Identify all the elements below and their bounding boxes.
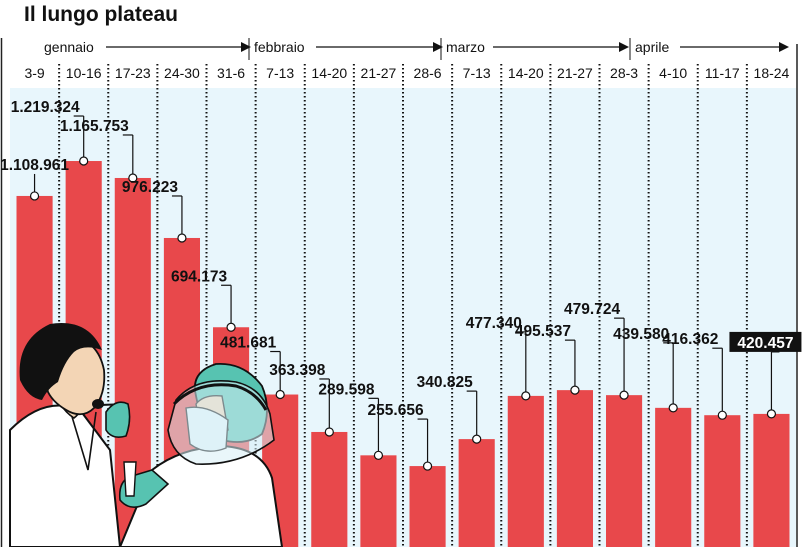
worker-glove-upper — [105, 401, 131, 438]
value-label: 420.457 — [737, 335, 793, 352]
leader-lines — [29, 115, 780, 471]
value-label: 495.537 — [515, 323, 571, 340]
value-label: 416.362 — [662, 331, 718, 348]
swab-test-illustration — [9, 323, 284, 547]
bar — [704, 415, 741, 547]
month-header: gennaio febbraio marzo aprile — [44, 38, 789, 60]
x-tick-label: 31-6 — [217, 65, 245, 81]
month-label-aprile: aprile — [635, 39, 669, 55]
bar — [409, 466, 446, 547]
value-labels: 1.108.961 1.219.324 1.165.753 976.223 694.17… — [0, 99, 802, 419]
patient-illustration — [9, 323, 129, 547]
value-label: 1.219.324 — [11, 99, 80, 116]
value-label: 340.825 — [417, 374, 473, 391]
data-point-marker — [128, 173, 138, 183]
bar — [507, 395, 544, 547]
value-label: 694.173 — [171, 268, 227, 285]
value-label: 1.108.961 — [0, 157, 69, 174]
value-label: 255.656 — [368, 402, 424, 419]
value-label: 481.681 — [220, 335, 276, 352]
bar — [360, 455, 397, 547]
data-point-marker — [275, 389, 285, 400]
x-tick-label: 7-13 — [463, 65, 491, 81]
value-label: 976.223 — [122, 179, 178, 196]
value-label: 439.580 — [613, 326, 669, 343]
data-point-marker — [717, 410, 727, 420]
patient-open-mouth — [92, 399, 104, 409]
value-label: 363.398 — [269, 362, 325, 379]
data-point-marker — [226, 322, 236, 332]
data-point-marker — [570, 385, 580, 395]
x-tick-label: 14-20 — [311, 65, 347, 81]
month-label-gennaio: gennaio — [44, 39, 94, 55]
data-point-marker — [373, 450, 384, 460]
face-shield-band — [172, 383, 268, 411]
arrow-right-icon — [433, 42, 443, 52]
data-point-marker — [521, 391, 531, 401]
bar — [655, 407, 692, 547]
x-tick-label: 28-3 — [610, 65, 638, 81]
data-point-marker — [177, 233, 187, 243]
data-point-marker — [324, 427, 334, 437]
value-label: 289.598 — [318, 381, 374, 398]
value-highlight-box — [729, 331, 802, 352]
x-tick-label: 24-30 — [164, 65, 200, 81]
x-tick-label: 28-6 — [414, 65, 442, 81]
x-tick-label: 10-16 — [66, 65, 102, 81]
data-point-marker — [619, 390, 629, 400]
bar — [753, 413, 790, 547]
month-label-marzo: marzo — [446, 39, 485, 55]
sample-tube — [123, 461, 137, 497]
health-worker-illustration — [105, 363, 284, 547]
bar — [606, 395, 643, 547]
data-point-marker — [766, 409, 777, 419]
x-tick-label: 3-9 — [24, 65, 44, 81]
data-point-marker — [79, 156, 89, 166]
week-tick-labels: 3-9 10-16 17-23 24-30 31-6 7-13 14-20 21-27 28-6… — [24, 65, 789, 81]
arrow-right-icon — [619, 42, 629, 52]
data-point-marker — [422, 461, 433, 471]
arrow-right-icon — [779, 42, 789, 52]
bar — [556, 390, 593, 547]
bar — [458, 439, 495, 547]
data-point-marker — [29, 191, 40, 201]
arrow-right-icon — [241, 42, 251, 52]
data-point-marker — [668, 403, 678, 413]
x-tick-label: 14-20 — [508, 65, 544, 81]
x-tick-label: 11-17 — [705, 65, 740, 81]
x-tick-label: 18-24 — [754, 65, 790, 81]
x-tick-label: 17-23 — [115, 65, 151, 81]
patient-collar — [69, 409, 97, 471]
value-label: 477.340 — [466, 315, 522, 332]
chart-title: Il lungo plateau — [24, 3, 178, 26]
face-shield — [167, 380, 275, 465]
x-tick-label: 21-27 — [361, 65, 397, 81]
week-dividers — [58, 64, 748, 547]
x-tick-label: 4-10 — [659, 65, 687, 81]
data-point-marker — [472, 434, 482, 444]
value-label: 1.165.753 — [60, 118, 129, 135]
x-tick-label: 7-13 — [266, 65, 294, 81]
value-label: 479.724 — [564, 301, 620, 318]
x-tick-label: 21-27 — [557, 65, 593, 81]
patient-hair — [19, 323, 102, 400]
month-label-febbraio: febbraio — [254, 39, 305, 55]
bar — [311, 431, 348, 547]
